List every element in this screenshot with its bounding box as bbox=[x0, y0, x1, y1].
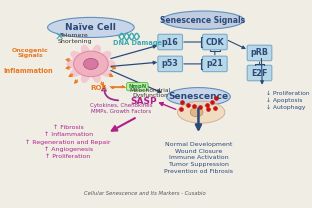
Ellipse shape bbox=[48, 17, 134, 37]
Ellipse shape bbox=[91, 67, 101, 83]
Ellipse shape bbox=[91, 45, 101, 61]
Ellipse shape bbox=[178, 101, 225, 123]
FancyBboxPatch shape bbox=[158, 56, 183, 72]
Ellipse shape bbox=[97, 51, 111, 63]
FancyBboxPatch shape bbox=[247, 65, 272, 81]
Text: p21: p21 bbox=[207, 59, 223, 68]
FancyBboxPatch shape bbox=[247, 45, 272, 61]
Text: Cellular Senescence and Its Markers - Cusabio: Cellular Senescence and Its Markers - Cu… bbox=[84, 191, 206, 196]
FancyArrowPatch shape bbox=[102, 87, 118, 100]
Text: ROS: ROS bbox=[91, 85, 108, 91]
FancyBboxPatch shape bbox=[158, 34, 183, 50]
Text: p16: p16 bbox=[162, 37, 178, 47]
Ellipse shape bbox=[84, 58, 98, 69]
Ellipse shape bbox=[71, 51, 85, 63]
FancyBboxPatch shape bbox=[202, 56, 227, 72]
Text: Normal Development
Wound Closure
Immune Activation
Tumor Suppression
Prevention : Normal Development Wound Closure Immune … bbox=[164, 142, 233, 174]
Text: ↑ Fibrosis
↑ Inflammation
↑ Regeneration and Repair
↑ Angiogenesis
↑ Proliferati: ↑ Fibrosis ↑ Inflammation ↑ Regeneration… bbox=[25, 125, 111, 159]
Ellipse shape bbox=[99, 59, 115, 68]
Text: Telomere
Shortening: Telomere Shortening bbox=[57, 33, 92, 44]
Text: E2F: E2F bbox=[251, 68, 268, 78]
Text: Inflammation: Inflammation bbox=[3, 68, 53, 74]
Ellipse shape bbox=[81, 67, 91, 83]
FancyBboxPatch shape bbox=[202, 34, 227, 50]
Ellipse shape bbox=[81, 45, 91, 61]
Text: pRB: pRB bbox=[251, 48, 269, 57]
Ellipse shape bbox=[97, 65, 111, 77]
Text: CDK: CDK bbox=[206, 37, 224, 47]
Text: ✕: ✕ bbox=[54, 32, 64, 42]
Text: Oncogenic
Signals: Oncogenic Signals bbox=[12, 48, 48, 58]
Text: Naïve Cell: Naïve Cell bbox=[66, 23, 116, 32]
Text: p53: p53 bbox=[162, 59, 178, 68]
Text: DNA Damage: DNA Damage bbox=[113, 40, 162, 46]
Ellipse shape bbox=[167, 88, 230, 106]
Ellipse shape bbox=[66, 59, 83, 68]
Ellipse shape bbox=[71, 65, 85, 77]
Text: SASP: SASP bbox=[130, 97, 157, 106]
Ellipse shape bbox=[162, 11, 244, 29]
Text: ↓ Proliferation
↓ Apoptosis
↓ Autophagy: ↓ Proliferation ↓ Apoptosis ↓ Autophagy bbox=[266, 91, 310, 110]
Text: Senescence Signals: Senescence Signals bbox=[160, 16, 246, 25]
Text: NmpN: NmpN bbox=[128, 84, 147, 89]
Text: Senescence: Senescence bbox=[168, 92, 228, 101]
Ellipse shape bbox=[74, 51, 108, 77]
Ellipse shape bbox=[190, 108, 203, 117]
Text: Mitochondrial
Dysfunction: Mitochondrial Dysfunction bbox=[129, 88, 171, 98]
Text: Cytokines, Chenokines
MMPs, Growth Factors: Cytokines, Chenokines MMPs, Growth Facto… bbox=[90, 103, 152, 114]
